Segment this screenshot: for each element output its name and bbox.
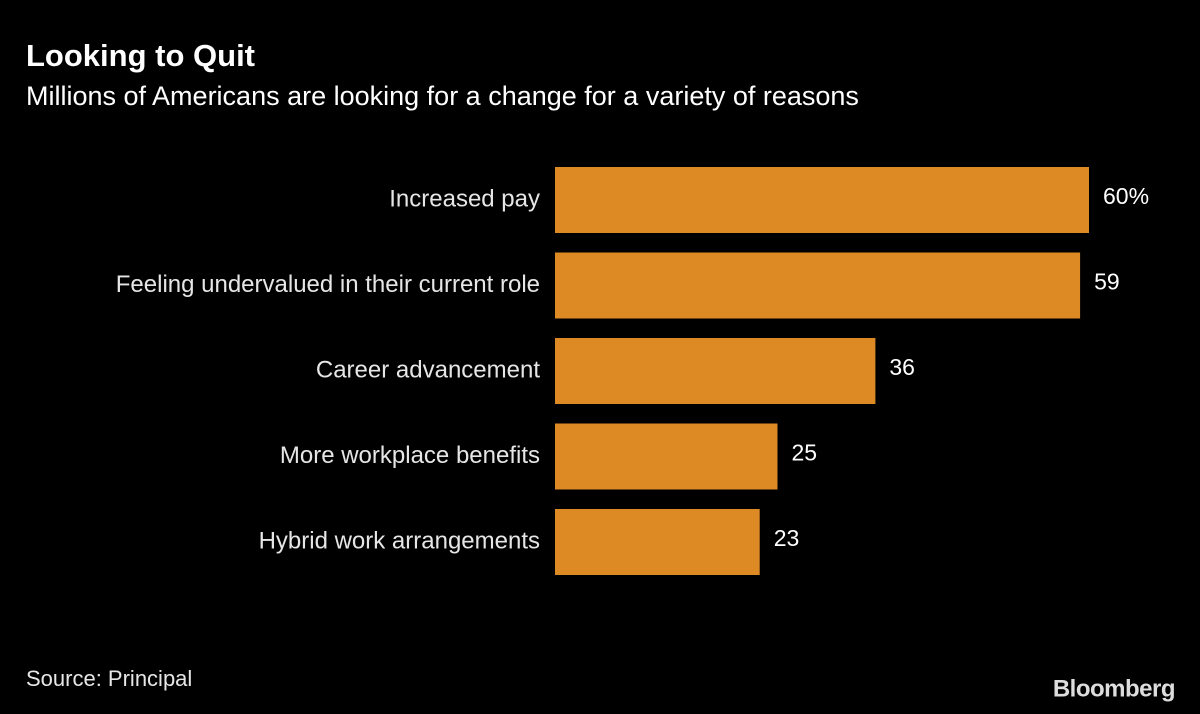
value-label: 36 [889,354,915,380]
chart-title: Looking to Quit [26,38,255,73]
value-label: 25 [792,440,818,466]
category-label: Feeling undervalued in their current rol… [116,271,540,298]
category-label: Increased pay [389,185,540,212]
value-label: 60% [1103,183,1149,209]
value-label: 23 [774,525,800,551]
bar [555,338,876,404]
bar [555,252,1081,319]
logo: Bloomberg [1053,675,1175,702]
chart-subtitle: Millions of Americans are looking for a … [26,81,859,111]
category-label: More workplace benefits [280,442,540,469]
source: Source: Principal [26,666,192,691]
bar [555,509,760,575]
category-label: Career advancement [316,356,540,383]
bar [555,423,778,490]
category-label: Hybrid work arrangements [259,527,540,554]
value-label: 59 [1094,269,1120,295]
bar [555,167,1089,233]
